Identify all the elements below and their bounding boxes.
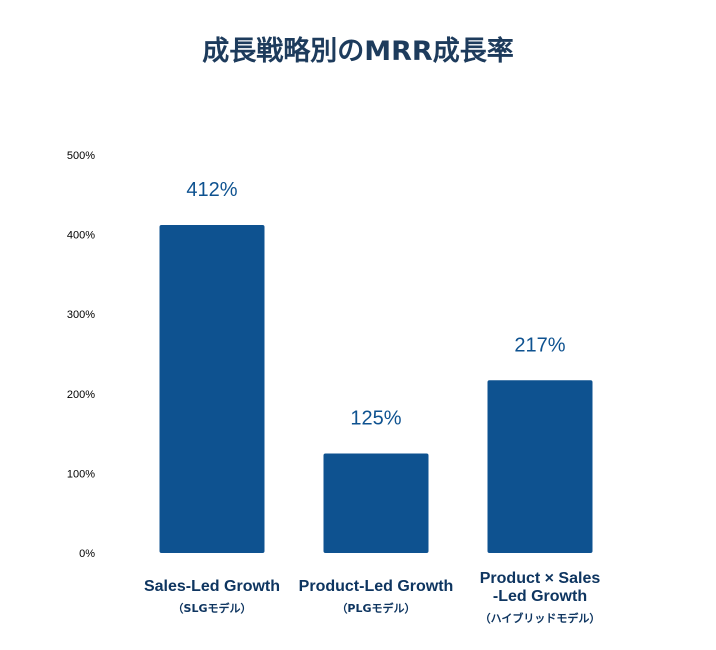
category-label-line: Sales-Led Growth: [144, 578, 280, 595]
y-tick-label: 400%: [67, 230, 95, 242]
chart-title: 成長戦略別のMRR成長率: [202, 35, 513, 67]
data-labels: 412% 125% 217%: [186, 179, 565, 429]
data-label: 217%: [514, 334, 565, 356]
category-label-line: -Led Growth: [493, 588, 587, 605]
bar: [159, 225, 265, 553]
y-tick-label: 100%: [67, 468, 95, 480]
bars: [159, 225, 593, 553]
data-label: 125%: [350, 408, 401, 430]
category-label: Product-Led Growth （PLGモデル）: [299, 578, 454, 615]
data-label: 412%: [186, 179, 237, 201]
category-label-line: Product-Led Growth: [299, 578, 454, 595]
category-label: Product × Sales-Led Growth （ハイブリッドモデル）: [480, 570, 601, 625]
category-label-line: Product × Sales: [480, 570, 601, 587]
y-tick-label: 500%: [67, 150, 95, 162]
y-axis: 0% 100% 200% 300% 400% 500%: [67, 150, 95, 560]
bar: [487, 380, 593, 553]
y-tick-label: 0%: [79, 548, 95, 560]
y-tick-label: 200%: [67, 389, 95, 401]
x-axis: Sales-Led Growth （SLGモデル） Product-Led Grow…: [144, 570, 600, 625]
y-tick-label: 300%: [67, 309, 95, 321]
category-label: Sales-Led Growth （SLGモデル）: [144, 578, 280, 615]
category-sublabel: （ハイブリッドモデル）: [480, 611, 601, 625]
category-sublabel: （PLGモデル）: [336, 601, 415, 615]
bar: [323, 453, 429, 553]
category-sublabel: （SLGモデル）: [173, 601, 252, 615]
